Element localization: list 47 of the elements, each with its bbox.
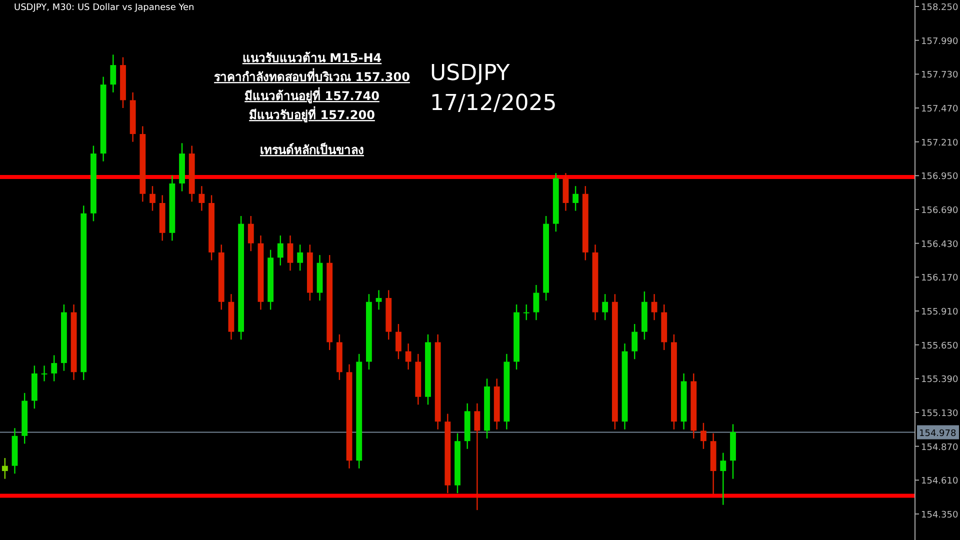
candlestick [150, 185, 156, 212]
y-tick-label: 154.350 [921, 510, 958, 520]
y-tick-label: 155.910 [921, 307, 958, 318]
candlestick [720, 452, 726, 506]
y-tick-label: 154.870 [921, 442, 958, 453]
candlestick [248, 215, 254, 252]
candlestick [198, 185, 205, 212]
candlestick [2, 457, 8, 480]
text: 17/12/2025 [430, 91, 557, 116]
annotation: มีแนวรับอยู่ที่ 157.200 [249, 106, 375, 123]
text: USDJPY [430, 61, 510, 86]
candlestick [41, 365, 48, 382]
y-tick-label: 154.610 [921, 476, 958, 487]
y-tick-label: 155.650 [921, 341, 958, 352]
y-tick-label: 156.690 [921, 206, 958, 216]
y-tick-label: 156.430 [921, 240, 958, 250]
candlestick [651, 293, 658, 321]
candlestick [474, 402, 480, 511]
y-tick-label: 157.210 [921, 138, 958, 148]
y-tick-label: 155.390 [921, 375, 958, 386]
candlestick [405, 342, 412, 370]
y-tick-label: 157.730 [921, 70, 958, 81]
candlestick [523, 304, 530, 321]
annotation: เทรนด์หลักเป็นขาลง [260, 142, 364, 157]
candlestick [572, 185, 579, 212]
candlestick [396, 323, 402, 360]
candlestick [602, 293, 608, 321]
candlestick [297, 244, 304, 272]
y-tick-label: 157.990 [921, 36, 958, 47]
y-tick-label: 155.130 [921, 408, 958, 419]
annotation: แนวรับแนวต้าน M15-H4 [242, 51, 382, 65]
y-tick-label: 157.470 [921, 104, 958, 114]
annotation: มีแนวต้านอยู่ที่ 157.740 [244, 87, 380, 104]
annotation: ราคากำลังทดสอบที่บริเวณ 157.300 [214, 68, 410, 84]
candlestick [700, 422, 706, 450]
ref-line-label: 154.978 [919, 428, 956, 439]
candlestick [277, 234, 284, 266]
candlestick [533, 284, 540, 321]
candlestick [376, 290, 382, 310]
candlestick [51, 354, 58, 382]
candlestick [632, 323, 638, 360]
candlestick [110, 54, 116, 93]
y-tick-label: 156.950 [921, 172, 958, 182]
y-tick-label: 158.250 [921, 3, 958, 14]
candlestick [287, 234, 294, 272]
annotation: USDJPY, M30: US Dollar vs Japanese Yen [14, 3, 194, 13]
y-tick-label: 156.170 [921, 274, 958, 284]
